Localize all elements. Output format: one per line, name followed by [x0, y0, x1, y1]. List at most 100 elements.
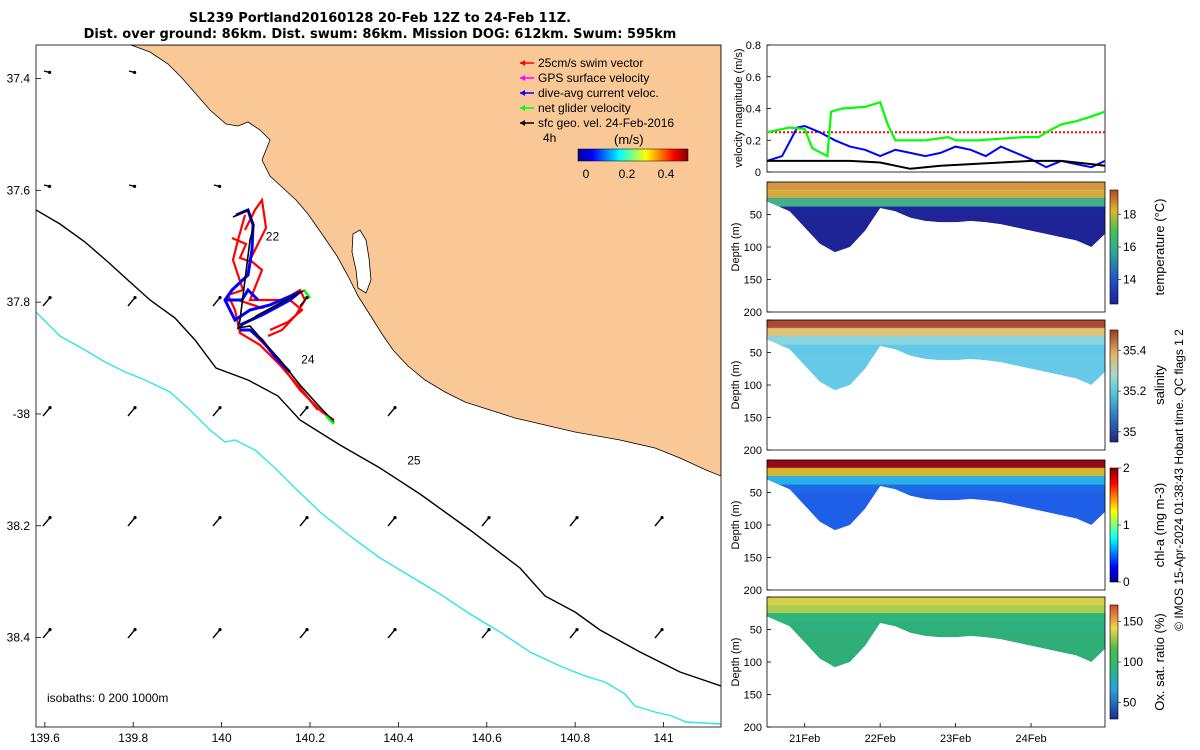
geo-arrow-head: [660, 516, 664, 520]
geo-arrow-head: [133, 70, 137, 74]
geo-arrow: [481, 629, 490, 639]
legend-arrowhead: [520, 120, 525, 126]
geo-arrow-head: [487, 516, 491, 520]
profile-layer-band: [767, 604, 1105, 614]
profile-layer-band: [767, 182, 1105, 192]
geo-arrow: [212, 407, 221, 417]
map-x-tick-label: 140.2: [295, 731, 325, 745]
net-glider-velocity-arrows: [303, 289, 335, 425]
profile-y-tick-label: 150: [744, 690, 762, 702]
velocity-y-label: velocity magnitude (m/s): [733, 48, 745, 167]
profile-layer-band: [767, 484, 1105, 494]
geo-arrow-head: [133, 516, 137, 520]
credit-text: © IMOS 15-Apr-2024 01:38:43 Hobart time.…: [1172, 329, 1186, 631]
profile-layer-band: [767, 621, 1105, 631]
profile-layer-band: [767, 198, 1105, 207]
legend-label: GPS surface velocity: [538, 71, 649, 85]
time-tick-label: 21Feb: [789, 733, 820, 745]
profile-panel: 50 100 150 200 Depth (m) 35 35.2 35.4 salinity: [730, 319, 1167, 457]
geo-arrow-head: [133, 296, 137, 300]
profile-panel: 50 100 150 200 Depth (m) 50 100 150 Ox. sat. rat…: [730, 596, 1167, 734]
figure-title-line-2: Dist. over ground: 86km. Dist. swum: 86k…: [83, 27, 677, 42]
geo-arrow: [569, 517, 578, 527]
profile-y-tick-label: 50: [750, 210, 762, 222]
colorbar-tick-label: 35.2: [1123, 384, 1147, 398]
geo-arrow: [387, 629, 396, 639]
map-x-tick-label: 140.4: [383, 731, 413, 745]
profile-seabed-mask: [767, 339, 1105, 450]
profile-y-tick-label: 200: [744, 445, 762, 457]
isobath-200m: [36, 209, 721, 687]
velocity-panel: 0 0.2 0.4 0.6 0.8 velocity magnitude (m/s): [733, 40, 1106, 179]
profile-layer-band: [767, 320, 1105, 330]
geo-arrow-head: [487, 628, 491, 632]
profile-layer-band: [767, 613, 1105, 622]
geo-arrow-head: [305, 516, 309, 520]
colorbar-tick-label: 14: [1123, 273, 1137, 287]
geo-arrow-head: [133, 184, 137, 188]
profile-layer-band: [767, 189, 1105, 199]
velocity-y-axis: 0 0.2 0.4 0.6 0.8: [746, 40, 771, 179]
geo-arrow: [42, 629, 51, 639]
geo-arrow-head: [48, 296, 52, 300]
colorbar-tick-label: 100: [1123, 655, 1143, 669]
profile-colorbar: [1109, 467, 1119, 583]
geo-arrow: [212, 517, 221, 527]
colorbar-tick-label: 0: [583, 167, 590, 181]
map-x-tick-label: 140: [212, 731, 232, 745]
velocity-series-line: [767, 100, 1105, 158]
map-x-tick-label: 141: [654, 731, 674, 745]
geo-arrow: [127, 629, 136, 639]
profile-layer-band: [767, 206, 1105, 216]
speed-colorbar: [577, 148, 689, 162]
geo-arrow-head: [218, 516, 222, 520]
profile-colorbar: [1109, 604, 1119, 720]
colorbar-tick-label: 0.2: [619, 167, 636, 181]
day-label: 22: [266, 230, 280, 244]
time-tick-label: 24Feb: [1015, 733, 1046, 745]
map-y-axis: 37.4 37.6 37.8 -38 38.2 38.4: [7, 72, 41, 645]
colorbar-tick-label: 35.4: [1123, 343, 1147, 357]
profile-panel: 50 100 150 200 Depth (m) 14 16 18 temperature (°…: [730, 181, 1167, 319]
geo-arrow-head: [48, 628, 52, 632]
profile-y-tick-label: 100: [744, 520, 762, 532]
profile-colorbar: [1109, 189, 1119, 305]
profile-layer-band: [767, 327, 1105, 337]
day-label: 24: [301, 353, 315, 367]
isobaths-label: isobaths: 0 200 1000m: [47, 691, 168, 705]
profile-y-tick-label: 200: [744, 307, 762, 319]
map-x-tick-label: 140.6: [472, 731, 502, 745]
time-tick-label: 23Feb: [940, 733, 971, 745]
legend-label: 25cm/s swim vector: [538, 56, 643, 70]
velocity-y-tick-label: 0: [755, 167, 761, 179]
geo-arrow-head: [218, 628, 222, 632]
profile-colorbar: [1109, 329, 1119, 443]
geo-arrow: [481, 517, 490, 527]
geo-arrow-head: [48, 70, 52, 74]
geo-arrow-head: [660, 628, 664, 632]
map-y-tick-label: -38: [13, 407, 31, 421]
speed-colorbar-ticks: 0 0.2 0.4: [583, 167, 675, 181]
profile-y-tick-label: 200: [744, 585, 762, 597]
colorbar-tick-label: 16: [1123, 240, 1137, 254]
geo-arrow-head: [48, 406, 52, 410]
map-x-axis: 139.6 139.8 140 140.2 140.4 140.6 140.8 141: [30, 722, 674, 745]
profile-layer-band: [767, 336, 1105, 345]
profile-y-tick-label: 200: [744, 722, 762, 734]
map-y-tick-label: 37.8: [7, 295, 31, 309]
land-area: [130, 45, 721, 477]
time-tick-label: 22Feb: [865, 733, 896, 745]
geo-arrow-head: [305, 296, 309, 300]
figure-title-line-1: SL239 Portland20160128 20-Feb 12Z to 24-…: [188, 11, 572, 26]
colorbar-tick-label: 18: [1123, 207, 1137, 221]
colorbar-tick-label: 150: [1123, 614, 1143, 628]
geo-arrow: [387, 517, 396, 527]
geo-arrow-head: [48, 184, 52, 188]
geo-arrow-head: [575, 628, 579, 632]
profile-y-label: Depth (m): [730, 223, 742, 272]
legend-label: dive-avg current veloc.: [538, 86, 659, 100]
geo-arrow: [212, 297, 221, 307]
